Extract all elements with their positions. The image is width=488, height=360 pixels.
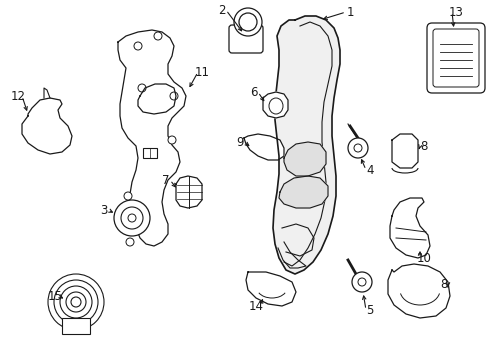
- Text: 8: 8: [439, 278, 447, 291]
- FancyBboxPatch shape: [426, 23, 484, 93]
- Text: 10: 10: [416, 252, 430, 265]
- Polygon shape: [387, 264, 449, 318]
- Text: 5: 5: [366, 303, 373, 316]
- Text: 7: 7: [162, 174, 169, 186]
- Text: 12: 12: [10, 90, 25, 103]
- Circle shape: [347, 138, 367, 158]
- Circle shape: [60, 286, 92, 318]
- Text: 8: 8: [420, 140, 427, 153]
- Circle shape: [353, 144, 361, 152]
- Polygon shape: [391, 134, 417, 168]
- Text: 2: 2: [218, 4, 225, 17]
- Polygon shape: [176, 176, 202, 208]
- Circle shape: [351, 272, 371, 292]
- Bar: [142, 148, 157, 158]
- Polygon shape: [389, 198, 429, 258]
- Polygon shape: [118, 30, 185, 246]
- Text: 14: 14: [248, 300, 263, 312]
- Circle shape: [114, 200, 150, 236]
- Text: 15: 15: [47, 289, 62, 302]
- Text: 11: 11: [194, 66, 209, 78]
- Circle shape: [134, 42, 142, 50]
- Circle shape: [124, 192, 132, 200]
- Circle shape: [170, 92, 178, 100]
- Circle shape: [357, 278, 365, 286]
- Polygon shape: [284, 142, 325, 176]
- Circle shape: [154, 32, 162, 40]
- Circle shape: [48, 274, 104, 330]
- Circle shape: [239, 13, 257, 31]
- Circle shape: [168, 136, 176, 144]
- Text: 6: 6: [250, 86, 257, 99]
- Text: 4: 4: [366, 163, 373, 176]
- Circle shape: [234, 8, 262, 36]
- Circle shape: [54, 280, 98, 324]
- FancyBboxPatch shape: [432, 29, 478, 87]
- Circle shape: [66, 292, 86, 312]
- Ellipse shape: [268, 98, 283, 114]
- Bar: [62, 318, 90, 334]
- Text: 13: 13: [447, 5, 463, 18]
- Text: 1: 1: [346, 5, 353, 18]
- Polygon shape: [245, 272, 295, 306]
- Polygon shape: [272, 16, 339, 274]
- Polygon shape: [244, 134, 284, 160]
- Polygon shape: [263, 92, 287, 118]
- Text: 3: 3: [100, 203, 107, 216]
- Circle shape: [71, 297, 81, 307]
- Polygon shape: [279, 176, 327, 208]
- Circle shape: [126, 238, 134, 246]
- Circle shape: [121, 207, 142, 229]
- Circle shape: [128, 214, 136, 222]
- Polygon shape: [22, 98, 72, 154]
- FancyBboxPatch shape: [228, 25, 263, 53]
- Polygon shape: [138, 84, 176, 114]
- Text: 9: 9: [236, 135, 243, 149]
- Circle shape: [138, 84, 146, 92]
